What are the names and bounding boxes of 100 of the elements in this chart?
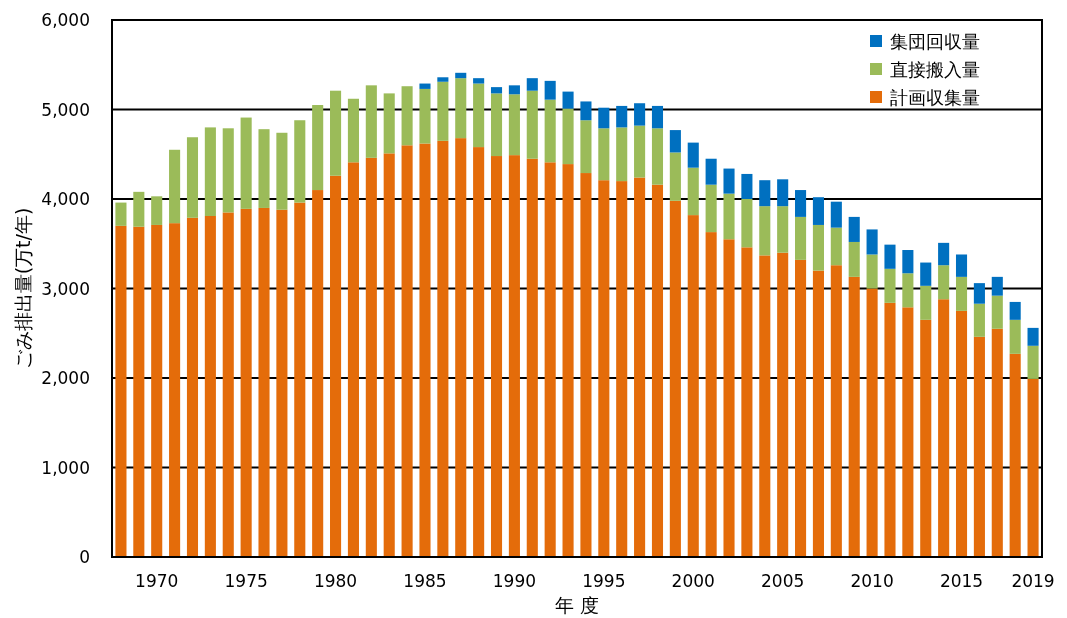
bar	[848, 276, 860, 557]
bar	[258, 207, 270, 557]
bar	[115, 225, 127, 557]
bar	[580, 101, 592, 121]
bar	[365, 157, 377, 557]
bar	[741, 199, 753, 248]
bar	[473, 83, 485, 148]
bar	[347, 162, 359, 557]
bar	[580, 173, 592, 557]
bar	[759, 180, 771, 207]
bar	[651, 128, 664, 185]
bar	[508, 85, 520, 95]
bar	[973, 303, 985, 337]
y-tick-label: 6,000	[41, 10, 90, 30]
bar	[705, 184, 717, 233]
x-tick-label: 2019	[1011, 571, 1055, 591]
bar	[777, 206, 789, 253]
bar	[133, 226, 145, 557]
bar	[723, 193, 735, 240]
x-tick-label: 2005	[761, 571, 805, 591]
bar	[276, 209, 288, 557]
bar	[401, 86, 413, 146]
y-tick-label: 4,000	[41, 189, 90, 209]
bar	[490, 156, 503, 557]
bar	[651, 105, 664, 129]
bar	[812, 270, 824, 557]
bar	[330, 175, 342, 557]
bar	[598, 180, 610, 557]
x-tick-label: 1980	[313, 571, 358, 591]
bar	[258, 129, 270, 208]
bar	[580, 120, 592, 174]
bar	[151, 196, 163, 225]
bar	[419, 143, 431, 557]
bar	[473, 78, 485, 84]
bar	[347, 98, 359, 163]
bar	[812, 224, 824, 271]
bar	[795, 190, 807, 217]
y-axis-title: ごみ排出量(万t/年)	[12, 207, 34, 370]
bar	[1027, 378, 1039, 557]
bar	[526, 78, 538, 91]
bar	[634, 177, 646, 557]
y-tick-label: 2,000	[41, 368, 90, 388]
bar	[616, 181, 628, 557]
bar	[562, 91, 574, 109]
bar	[759, 255, 771, 557]
x-tick-label: 1990	[492, 571, 537, 591]
bar	[455, 138, 467, 557]
bar	[544, 80, 556, 100]
bar	[419, 83, 431, 89]
bar	[186, 137, 199, 218]
bar	[705, 158, 717, 185]
bar	[616, 105, 628, 128]
bar	[312, 105, 324, 191]
x-tick-label: 1985	[403, 571, 447, 591]
bar	[795, 259, 807, 557]
bar	[938, 265, 950, 300]
bar	[866, 229, 878, 255]
bar	[419, 88, 431, 144]
bar	[705, 232, 717, 557]
bar	[222, 128, 234, 213]
x-axis-title: 年 度	[554, 594, 600, 616]
bar	[204, 216, 216, 557]
bar	[365, 85, 377, 158]
bar	[204, 127, 216, 217]
x-tick-label: 1995	[582, 571, 626, 591]
bar	[455, 78, 467, 139]
bar	[902, 307, 914, 557]
bar	[723, 239, 735, 557]
bar	[151, 224, 163, 557]
bar	[973, 283, 985, 304]
bar	[1027, 345, 1039, 379]
bar	[544, 162, 556, 557]
bar	[938, 242, 950, 266]
bar	[830, 265, 842, 557]
bar	[562, 108, 574, 165]
bar	[634, 125, 646, 178]
bar	[920, 285, 932, 320]
bar	[490, 87, 503, 94]
legend-label: 集団回収量	[890, 31, 980, 52]
bar	[884, 302, 896, 557]
bar	[1027, 327, 1039, 346]
bar	[830, 227, 842, 266]
bar	[955, 254, 968, 277]
bar	[920, 319, 932, 557]
bar	[169, 149, 181, 224]
bar	[294, 202, 306, 557]
bar	[723, 168, 735, 194]
bar	[490, 93, 503, 157]
bar	[312, 190, 324, 557]
bar	[437, 77, 449, 82]
bar	[884, 244, 896, 269]
bar	[651, 184, 664, 557]
bar	[955, 276, 968, 311]
bar	[508, 155, 520, 557]
bar	[115, 202, 127, 226]
bar	[973, 336, 985, 557]
bar	[991, 295, 1003, 329]
bar	[240, 208, 252, 557]
bar	[669, 200, 681, 557]
bar	[1009, 301, 1021, 320]
